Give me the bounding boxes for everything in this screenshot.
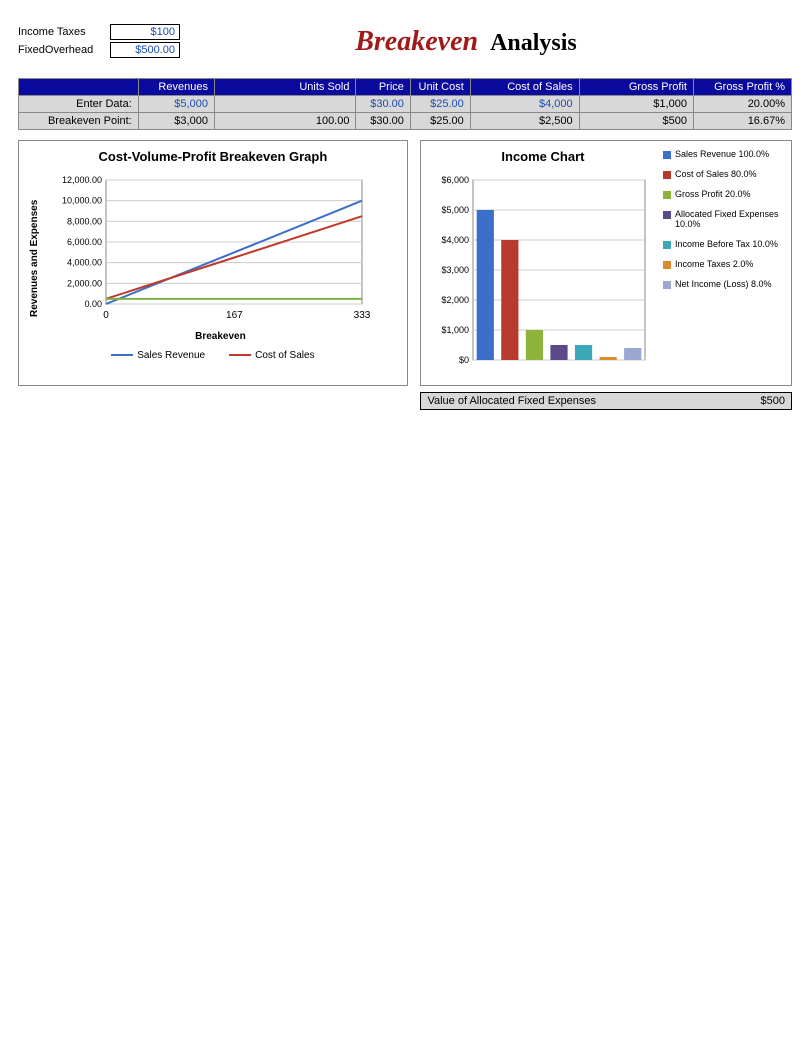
line-chart-title: Cost-Volume-Profit Breakeven Graph	[27, 149, 399, 164]
legend-item: Allocated Fixed Expenses 10.0%	[663, 209, 783, 229]
svg-text:6,000.00: 6,000.00	[67, 237, 102, 247]
table-header: Gross Profit %	[693, 79, 791, 96]
bar-chart-box: Income Chart $0$1,000$2,000$3,000$4,000$…	[420, 140, 792, 386]
table-cell: $30.00	[356, 113, 410, 130]
table-header: Units Sold	[214, 79, 356, 96]
legend-swatch	[663, 191, 671, 199]
line-chart-box: Cost-Volume-Profit Breakeven Graph Reven…	[18, 140, 408, 386]
table-cell: 20.00%	[693, 96, 791, 113]
table-cell	[214, 96, 356, 113]
legend-label: Cost of Sales 80.0%	[675, 169, 757, 179]
footer-box: Value of Allocated Fixed Expenses $500	[420, 392, 792, 410]
legend-swatch	[111, 354, 133, 356]
line-chart-ylabel: Revenues and Expenses	[27, 174, 42, 342]
legend-item: Gross Profit 20.0%	[663, 189, 783, 199]
table-row: Breakeven Point:$3,000100.00$30.00$25.00…	[19, 113, 792, 130]
table-cell[interactable]: $5,000	[138, 96, 214, 113]
legend-swatch	[663, 281, 671, 289]
table-cell: $2,500	[470, 113, 579, 130]
svg-text:0: 0	[103, 310, 109, 321]
income-taxes-label: Income Taxes	[18, 26, 110, 38]
legend-swatch	[229, 354, 251, 356]
charts-row: Cost-Volume-Profit Breakeven Graph Reven…	[18, 140, 792, 386]
svg-text:8,000.00: 8,000.00	[67, 216, 102, 226]
title-part2: Analysis	[490, 30, 577, 57]
svg-text:12,000.00: 12,000.00	[62, 175, 102, 185]
fixed-overhead-input[interactable]: $500.00	[110, 42, 180, 58]
legend-item: Income Before Tax 10.0%	[663, 239, 783, 249]
input-panel: Income Taxes $100 FixedOverhead $500.00	[18, 24, 180, 60]
legend-item: Income Taxes 2.0%	[663, 259, 783, 269]
svg-text:$6,000: $6,000	[441, 175, 469, 185]
legend-label: Income Taxes 2.0%	[675, 259, 753, 269]
svg-text:167: 167	[226, 310, 243, 321]
table-cell: 100.00	[214, 113, 356, 130]
footer-label: Value of Allocated Fixed Expenses	[427, 395, 596, 407]
table-cell: $3,000	[138, 113, 214, 130]
bar-chart-legend: Sales Revenue 100.0% Cost of Sales 80.0% G…	[663, 149, 783, 377]
legend-item: Cost of Sales	[229, 350, 314, 361]
svg-text:10,000.00: 10,000.00	[62, 196, 102, 206]
legend-label: Sales Revenue 100.0%	[675, 149, 769, 159]
svg-text:$2,000: $2,000	[441, 295, 469, 305]
legend-item: Cost of Sales 80.0%	[663, 169, 783, 179]
legend-swatch	[663, 211, 671, 219]
legend-swatch	[663, 241, 671, 249]
row-label: Enter Data:	[19, 96, 139, 113]
legend-swatch	[663, 261, 671, 269]
footer-value: $500	[761, 395, 785, 407]
table-header: Revenues	[138, 79, 214, 96]
svg-text:2,000.00: 2,000.00	[67, 278, 102, 288]
page-title: Breakeven Analysis	[200, 26, 792, 58]
table-cell: $500	[579, 113, 693, 130]
legend-item: Net Income (Loss) 8.0%	[663, 279, 783, 289]
svg-text:4,000.00: 4,000.00	[67, 258, 102, 268]
bar-chart-title: Income Chart	[429, 149, 657, 164]
legend-label: Income Before Tax 10.0%	[675, 239, 778, 249]
bar-chart-svg: $0 $1,000 $2,000 $3,000 $4,000 $5,000 $6,000	[429, 174, 649, 374]
svg-text:333: 333	[354, 310, 371, 321]
income-taxes-input[interactable]: $100	[110, 24, 180, 40]
title-part1: Breakeven	[355, 26, 478, 58]
row-label: Breakeven Point:	[19, 113, 139, 130]
table-cell[interactable]: $30.00	[356, 96, 410, 113]
legend-item: Sales Revenue	[111, 350, 205, 361]
legend-label: Allocated Fixed Expenses 10.0%	[675, 209, 783, 229]
table-cell: $1,000	[579, 96, 693, 113]
svg-text:$0: $0	[459, 355, 469, 365]
table-header: Cost of Sales	[470, 79, 579, 96]
legend-label: Gross Profit 20.0%	[675, 189, 751, 199]
data-table: RevenuesUnits SoldPriceUnit CostCost of …	[18, 78, 792, 130]
svg-text:$4,000: $4,000	[441, 235, 469, 245]
table-cell[interactable]: $25.00	[410, 96, 470, 113]
table-cell[interactable]: $4,000	[470, 96, 579, 113]
fixed-overhead-label: FixedOverhead	[18, 44, 110, 56]
line-chart-legend: Sales Revenue Cost of Sales	[27, 350, 399, 361]
svg-text:$3,000: $3,000	[441, 265, 469, 275]
svg-text:0.00: 0.00	[84, 299, 102, 309]
table-cell: $25.00	[410, 113, 470, 130]
legend-swatch	[663, 171, 671, 179]
svg-text:$1,000: $1,000	[441, 325, 469, 335]
table-header: Unit Cost	[410, 79, 470, 96]
table-cell: 16.67%	[693, 113, 791, 130]
line-chart-xlabel: Breakeven	[42, 331, 399, 342]
line-chart-svg: 0.00 2,000.00 4,000.00 6,000.00 8,000.00 10,0…	[42, 174, 372, 324]
table-header: Price	[356, 79, 410, 96]
header-row: Income Taxes $100 FixedOverhead $500.00 …	[18, 24, 792, 60]
table-header: Gross Profit	[579, 79, 693, 96]
table-header	[19, 79, 139, 96]
svg-text:$5,000: $5,000	[441, 205, 469, 215]
legend-item: Sales Revenue 100.0%	[663, 149, 783, 159]
table-row: Enter Data:$5,000 $30.00$25.00$4,000$1,00…	[19, 96, 792, 113]
legend-swatch	[663, 151, 671, 159]
legend-label: Net Income (Loss) 8.0%	[675, 279, 772, 289]
